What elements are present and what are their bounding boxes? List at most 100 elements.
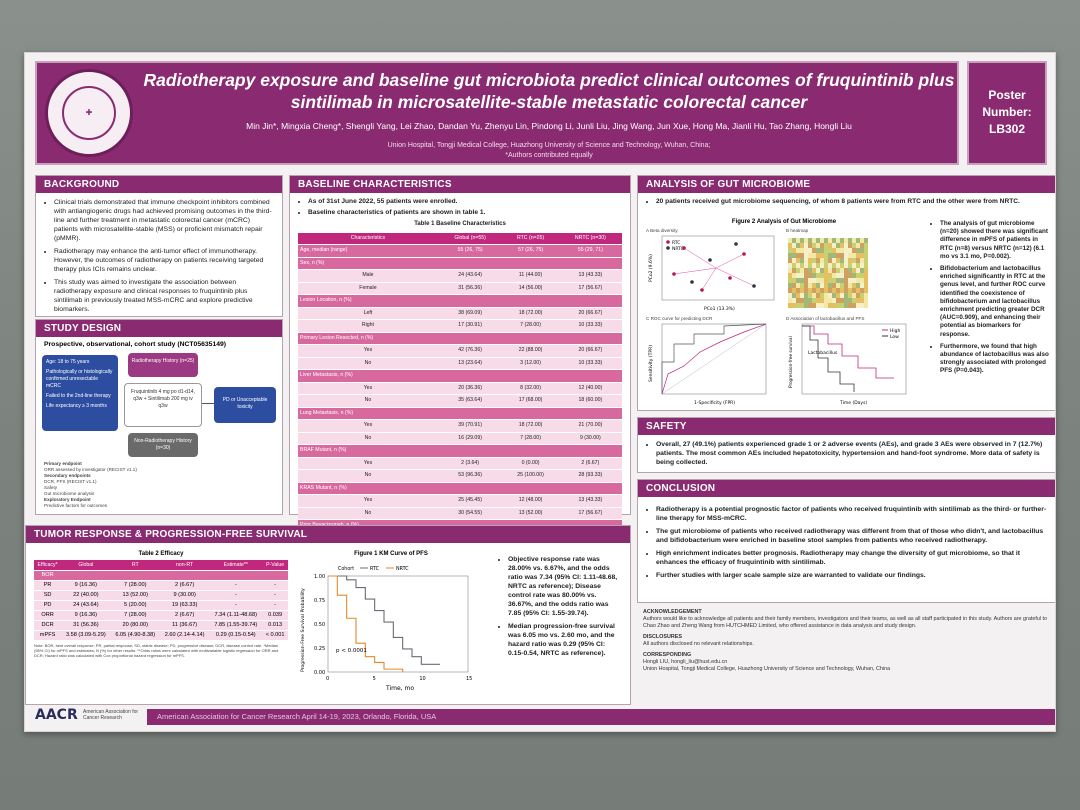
table-cell: 55 (29, 71)	[558, 244, 622, 258]
table-cell: 31 (56.36)	[61, 620, 111, 631]
heatmap-cell	[820, 238, 824, 243]
heatmap-cell	[812, 293, 816, 298]
endpoint-item: Gut microbiome analysis	[44, 491, 95, 496]
table-cell: 12 (40.00)	[558, 382, 622, 395]
conclusion-item: Radiotherapy is a potential prognostic f…	[656, 505, 1048, 523]
table-cell: -	[209, 580, 263, 591]
heatmap-cell	[860, 303, 864, 308]
heatmap-cell	[836, 243, 840, 248]
heatmap-cell	[792, 298, 796, 303]
table-cell	[558, 369, 622, 383]
heatmap-cell	[800, 288, 804, 293]
heatmap-cell	[832, 283, 836, 288]
table-cell: < 0.001	[262, 630, 288, 641]
heatmap-cell	[824, 293, 828, 298]
heatmap-cell	[844, 268, 848, 273]
rt-history-box: Radiotherapy History (n=25)	[128, 353, 198, 377]
heatmap-cell	[848, 243, 852, 248]
study-design-subtitle: Prospective, observational, cohort study…	[44, 341, 227, 348]
heatmap-cell	[796, 258, 800, 263]
criterion: Pathologically or histologically confirm…	[46, 369, 113, 389]
table-cell: 21 (70.00)	[558, 419, 622, 433]
table-header: P-Value	[262, 560, 288, 571]
heatmap-cell	[804, 253, 808, 258]
table-cell: No	[298, 432, 438, 445]
figure-2: Figure 2 Analysis of Gut Microbiome A Be…	[644, 216, 924, 408]
heatmap-cell	[820, 293, 824, 298]
heatmap-cell	[832, 253, 836, 258]
heatmap-cell	[848, 273, 852, 278]
heatmap-cell	[804, 248, 808, 253]
heatmap-cell	[820, 248, 824, 253]
table-cell: Female	[298, 282, 438, 295]
heatmap-cell	[792, 293, 796, 298]
corresponding-heading: CORRESPONDING	[643, 652, 692, 658]
equal-contribution-note: *Authors contributed equally	[505, 152, 593, 159]
heatmap-cell	[852, 298, 856, 303]
heatmap-cell	[836, 258, 840, 263]
heatmap-cell	[864, 258, 868, 263]
hospital-logo: ✚	[45, 69, 133, 157]
table-row: Sex, n (%)	[298, 257, 622, 270]
table-cell: 12 (48.00)	[502, 494, 559, 508]
heatmap-cell	[848, 293, 852, 298]
heatmap-cell	[788, 268, 792, 273]
heatmap-cell	[796, 283, 800, 288]
safety-text: Overall, 27 (49.1%) patients experienced…	[656, 440, 1048, 468]
heatmap-cell	[788, 253, 792, 258]
heatmap-cell	[844, 303, 848, 308]
section-heading: SAFETY	[638, 418, 1055, 435]
baseline-bullet: As of 31st June 2022, 55 patients were e…	[308, 197, 622, 207]
table-cell: 7 (28.00)	[502, 432, 559, 445]
table-cell: Liver Metastasis, n (%)	[298, 369, 438, 383]
heatmap-cell	[864, 283, 868, 288]
heatmap-cell	[788, 248, 792, 253]
heatmap-cell	[864, 263, 868, 268]
heatmap-cell	[836, 273, 840, 278]
ack-heading: ACKNOWLEDGEMENT	[643, 609, 702, 615]
microbiome-finding: Bifidobacterium and lactobacillus enrich…	[940, 265, 1052, 339]
x-tick-label: 10	[419, 676, 425, 682]
table-cell: 18 (72.00)	[502, 419, 559, 433]
author-list: Min Jin*, Mingxia Cheng*, Shengli Yang, …	[246, 121, 852, 131]
heatmap-cell	[820, 303, 824, 308]
heatmap-cell	[804, 238, 808, 243]
heatmap-cell	[828, 278, 832, 283]
heatmap-cell	[792, 248, 796, 253]
table-cell: 0 (0.00)	[502, 457, 559, 470]
corresponding-email[interactable]: Hongli LIU, hongli_liu@hust.edu.cn	[643, 659, 728, 665]
heatmap-cell	[816, 243, 820, 248]
km-y-label: Progression-free survival	[788, 336, 793, 388]
heatmap-cell	[852, 263, 856, 268]
table-cell: 5 (20.00)	[110, 600, 160, 611]
acknowledgements: ACKNOWLEDGEMENT Authors would like to ac…	[643, 609, 1053, 673]
table-cell: DCR	[34, 620, 62, 631]
table-row: No 35 (63.64) 17 (68.00) 18 (60.00)	[298, 394, 622, 408]
heatmap-cell	[820, 243, 824, 248]
heatmap-cell	[860, 273, 864, 278]
pca-y-label: PCo2 (9.6%)	[648, 254, 654, 282]
heatmap-cell	[796, 253, 800, 258]
heatmap-cell	[844, 238, 848, 243]
table-cell: 39 (70.91)	[437, 419, 503, 433]
panel-label: B heatmap	[786, 228, 809, 233]
table-cell: 6.05 (4.90-8.38)	[110, 630, 160, 641]
heatmap-cell	[856, 258, 860, 263]
heatmap-cell	[816, 303, 820, 308]
heatmap-cell	[852, 258, 856, 263]
table-header: non-RT	[159, 560, 210, 571]
heatmap-cell	[792, 278, 796, 283]
poster: ✚ Radiotherapy exposure and baseline gut…	[24, 52, 1056, 732]
heatmap-cell	[840, 303, 844, 308]
table-cell: Sex, n (%)	[298, 257, 438, 270]
tumor-response-section: TUMOR RESPONSE & PROGRESSION-FREE SURVIV…	[25, 525, 631, 705]
poster-footer: AACR American Association for Cancer Res…	[35, 707, 1055, 727]
heatmap-cell	[800, 293, 804, 298]
microbiome-finding: Furthermore, we found that high abundanc…	[940, 343, 1052, 376]
heatmap-cell	[816, 268, 820, 273]
heatmap-cell	[808, 263, 812, 268]
heatmap-cell	[840, 293, 844, 298]
heatmap-cell	[828, 263, 832, 268]
heatmap-cell	[788, 278, 792, 283]
table-cell: 30 (54.55)	[437, 507, 503, 520]
